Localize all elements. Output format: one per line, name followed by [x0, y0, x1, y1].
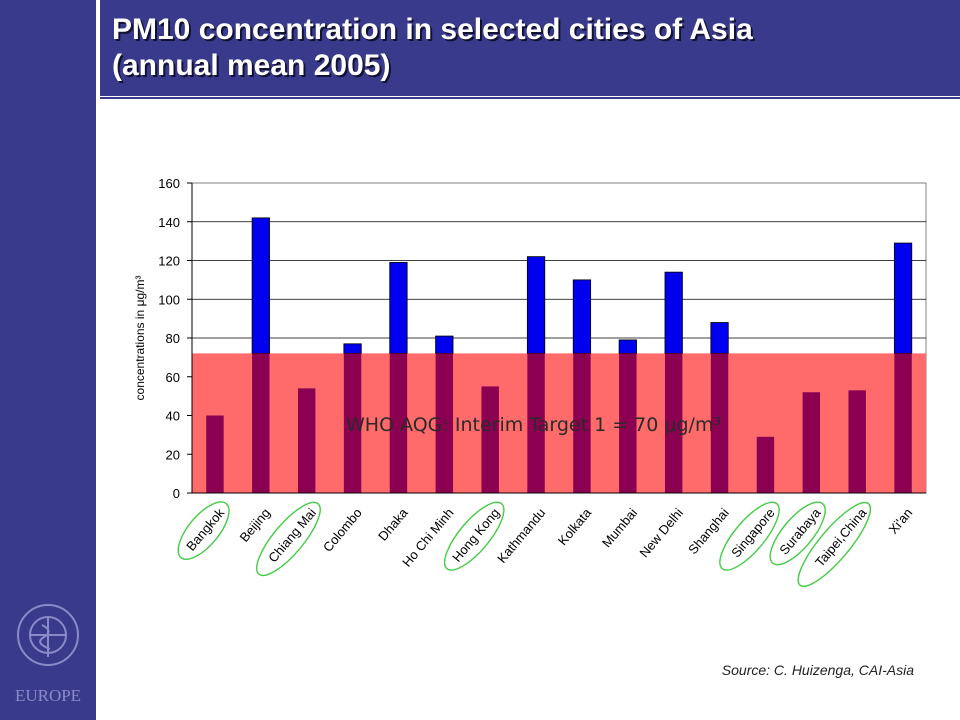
bar-15-in-band: [894, 353, 912, 493]
bar-2: [297, 388, 316, 493]
title-header: [100, 0, 960, 96]
x-label-group-1: Beijing: [237, 505, 274, 545]
highlight-ellipse: [719, 501, 780, 571]
who-europe-wordmark: EUROPE: [15, 686, 81, 705]
bar-1: [251, 217, 270, 354]
highlight-ellipse: [769, 501, 826, 566]
x-tick-label: Kathmandu: [494, 505, 548, 566]
x-label-group-4: Dhaka: [375, 505, 411, 544]
y-axis-label: concentrations in μg/m³: [133, 276, 147, 401]
pm10-bar-chart: 0 20 40 60 80 100 120 140 160 WHO AQG: Interim Ta…: [133, 176, 927, 587]
bar-1-in-band: [252, 353, 270, 493]
x-tick-label: New Delhi: [636, 505, 686, 560]
header-rule: [100, 97, 960, 99]
bar-8-in-band: [573, 353, 591, 493]
x-tick-label: Bangkok: [183, 505, 227, 554]
highlight-ellipse: [797, 501, 872, 587]
bar-13: [802, 392, 821, 493]
x-label-group-3: Colombo: [320, 505, 365, 555]
sidebar-band: [0, 0, 96, 720]
highlight-ellipse: [177, 501, 230, 560]
bar-11: [710, 322, 729, 354]
slide-title-line2: (annual mean 2005): [112, 49, 391, 82]
who-emblem-icon: [17, 604, 79, 666]
y-tick-label: 160: [158, 176, 180, 191]
bar-10: [664, 271, 683, 354]
bar-11-in-band: [710, 353, 729, 493]
highlight-ellipse: [256, 501, 321, 577]
bar-14: [848, 390, 866, 493]
y-tick-label: 80: [166, 331, 180, 346]
bar-12: [756, 436, 775, 493]
bar-10-in-band: [664, 353, 683, 493]
y-tick-label: 0: [173, 486, 180, 501]
y-tick-label: 60: [166, 370, 180, 385]
bar-6: [481, 386, 499, 493]
bar-5-in-band: [435, 353, 454, 493]
threshold-label: WHO AQG: Interim Target 1 = 70 μg/m³: [346, 414, 721, 436]
x-tick-label: Beijing: [237, 505, 274, 545]
slide-title: PM10 concentration in selected cities of…: [112, 12, 942, 84]
bar-8: [572, 279, 592, 354]
x-tick-label: Shanghai: [685, 505, 732, 557]
bar-3: [343, 343, 362, 354]
x-tick-label: Colombo: [320, 505, 365, 555]
bar-9-in-band: [619, 353, 637, 493]
bar-7: [526, 256, 546, 354]
slide-title-line1: PM10 concentration in selected cities of…: [112, 13, 753, 46]
x-label-group-10: New Delhi: [636, 505, 686, 560]
bar-3-in-band: [343, 353, 362, 493]
x-label-group-8: Kolkata: [555, 505, 595, 548]
bar-4: [389, 262, 408, 354]
x-label-group-11: Shanghai: [685, 505, 732, 557]
source-note: Source: C. Huizenga, CAI-Asia: [721, 662, 914, 678]
x-tick-label: Xi'an: [886, 505, 916, 536]
y-tick-label: 40: [166, 409, 180, 424]
bar-7-in-band: [527, 353, 545, 493]
x-label-group-7: Kathmandu: [494, 505, 548, 566]
x-tick-label: Mumbai: [599, 505, 640, 550]
y-tick-label: 120: [158, 254, 180, 269]
x-tick-label: Dhaka: [375, 505, 411, 544]
who-europe-logo: EUROPE: [15, 604, 81, 705]
x-label-group-15: Xi'an: [886, 505, 916, 536]
bar-4-in-band: [389, 353, 408, 493]
bar-0: [206, 415, 224, 493]
x-tick-label: Surabaya: [776, 505, 824, 558]
x-label-group-9: Mumbai: [599, 505, 640, 550]
y-tick-label: 20: [166, 447, 180, 462]
highlight-ellipse: [443, 501, 505, 571]
bar-9: [618, 339, 637, 354]
x-tick-label: Kolkata: [555, 505, 595, 548]
y-tick-label: 100: [158, 292, 180, 307]
bar-15: [893, 242, 913, 354]
y-tick-label: 140: [158, 215, 180, 230]
x-label-group-6: Hong Kong: [443, 501, 505, 571]
x-label-group-0: Bangkok: [177, 501, 230, 560]
bar-5: [435, 335, 454, 354]
